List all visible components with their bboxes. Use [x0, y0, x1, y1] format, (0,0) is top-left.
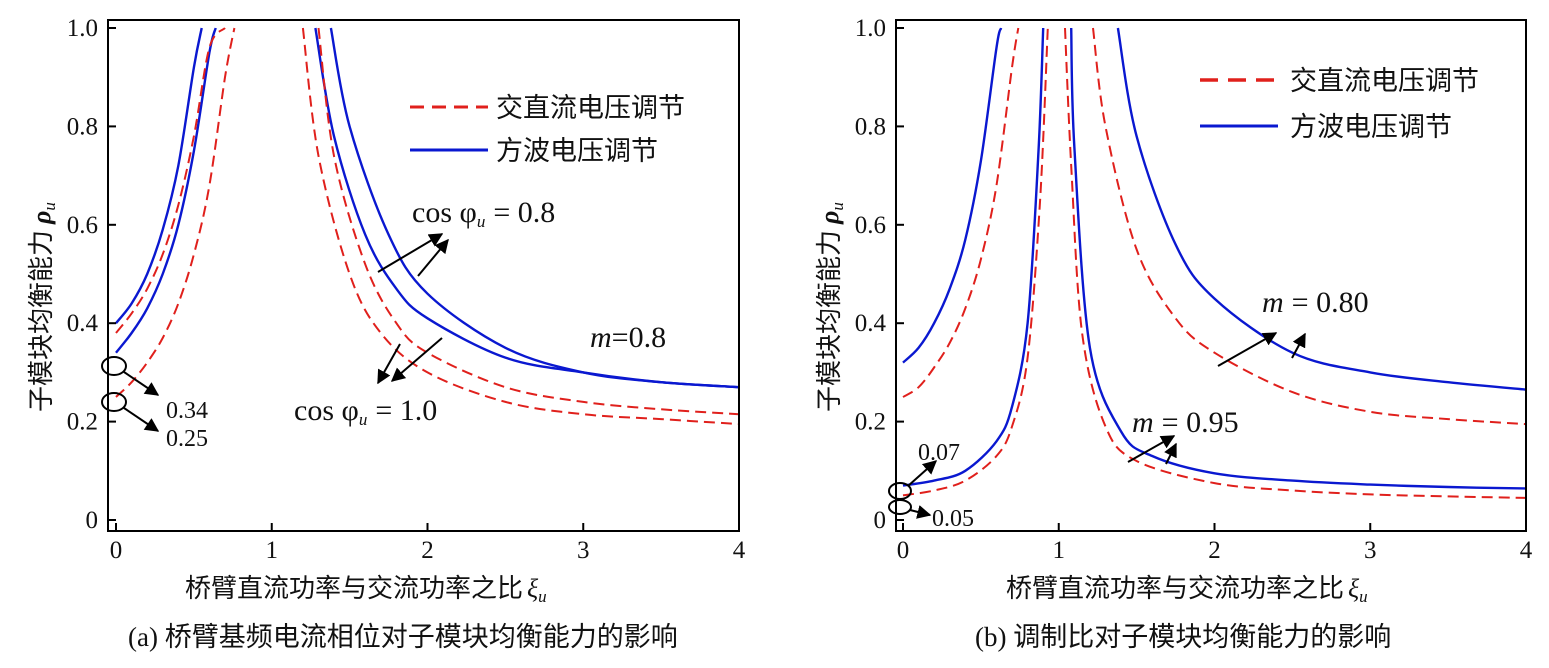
legend-label-acdc-a: 交直流电压调节 — [496, 93, 685, 123]
series-line-b-3-left — [902, 27, 1049, 497]
annotations-b: m = 0.80 m = 0.95 0.07 0.05 — [888, 286, 1369, 532]
annotation-cos-bottom: cos φu = 1.0 — [294, 394, 437, 429]
arrow-025 — [123, 407, 160, 432]
arrow-cos-top-1 — [377, 233, 444, 273]
legend-b: 交直流电压调节 方波电压调节 — [1200, 66, 1479, 142]
marker-ellipse-034 — [101, 356, 127, 376]
legend-a: 交直流电压调节 方波电压调节 — [410, 93, 685, 166]
x-tick-label-b-0: 0 — [897, 537, 910, 564]
annotation-m-a: m=0.8 — [590, 321, 666, 354]
marker-ellipse-025 — [101, 392, 127, 412]
annotations-a: cos φu = 0.8 cos φu = 1.0 m=0.8 0.34 0.25 — [101, 196, 666, 452]
arrow-007 — [907, 460, 938, 487]
y-tick-label-a-5: 1.0 — [67, 15, 98, 42]
series-line-b-2-right — [1070, 27, 1527, 490]
arrow-m080-2 — [1291, 332, 1306, 359]
series-line-b-1-right — [1092, 27, 1527, 426]
y-tick-label-b-1: 0.2 — [855, 409, 886, 436]
y-axis-label-b: 子模块均衡能力ρu — [815, 202, 847, 412]
arrow-m080-1 — [1217, 332, 1278, 367]
x-tick-label-b-1: 1 — [1053, 537, 1066, 564]
arrow-m095-2 — [1164, 442, 1177, 465]
legend-label-acdc-b: 交直流电压调节 — [1290, 66, 1479, 96]
x-tick-label-b-2: 2 — [1208, 537, 1221, 564]
series-line-a-0-left — [115, 27, 203, 324]
annotation-m-080: m = 0.80 — [1262, 286, 1369, 319]
series-line-a-1-left — [115, 27, 217, 354]
x-tick-label-b-3: 3 — [1364, 537, 1377, 564]
y-tick-label-a-1: 0.2 — [67, 409, 98, 436]
arrow-005 — [909, 505, 932, 519]
arrow-m095-1 — [1127, 435, 1176, 463]
series-line-b-2-left — [902, 27, 1045, 487]
arrow-cos-top-2 — [417, 238, 449, 277]
x-tick-label-a-3: 3 — [577, 537, 590, 564]
annotation-005: 0.05 — [932, 506, 974, 532]
annotation-cos-top: cos φu = 0.8 — [412, 196, 555, 231]
series-line-b-3-right — [1064, 27, 1527, 499]
y-ticks-a: 0 0.2 0.4 0.6 0.8 1.0 — [67, 15, 116, 534]
x-ticks-b: 0 1 2 3 4 — [897, 523, 1533, 564]
x-axis-label-a: 桥臂直流功率与交流功率之比 ξu — [185, 574, 547, 606]
y-axis-label-a: 子模块均衡能力ρu — [27, 202, 59, 412]
arrow-034 — [123, 371, 160, 396]
x-axis-label-b: 桥臂直流功率与交流功率之比 ξu — [1006, 574, 1368, 606]
chart-panel-a: 0 0.2 0.4 0.6 0.8 1.0 0 1 2 3 4 子模块均衡能力ρu 桥臂直流功率与… — [27, 15, 746, 652]
annotation-034: 0.34 — [166, 398, 208, 424]
x-tick-label-a-0: 0 — [110, 537, 123, 564]
arrow-cos-bottom-1 — [377, 343, 401, 385]
y-tick-label-a-4: 0.8 — [67, 113, 98, 140]
series-line-a-2-left — [115, 27, 226, 334]
y-tick-label-b-5: 1.0 — [855, 15, 886, 42]
annotation-m-095: m = 0.95 — [1132, 406, 1239, 439]
legend-label-square-b: 方波电压调节 — [1290, 112, 1452, 142]
caption-a: (a) 桥臂基频电流相位对子模块均衡能力的影响 — [128, 622, 678, 652]
y-tick-label-a-2: 0.4 — [67, 310, 99, 337]
series-line-a-3-right — [301, 27, 740, 426]
series-line-a-2-right — [317, 27, 740, 416]
marker-ellipse-005 — [888, 499, 912, 515]
y-tick-label-b-2: 0.4 — [855, 310, 887, 337]
y-tick-label-b-0: 0 — [874, 507, 887, 534]
y-ticks-b: 0 0.2 0.4 0.6 0.8 1.0 — [855, 15, 904, 534]
plot-frame-b — [895, 19, 1527, 532]
series-line-a-1-right — [314, 27, 740, 389]
series-line-b-0-left — [902, 27, 1003, 364]
x-tick-label-a-2: 2 — [421, 537, 434, 564]
annotation-007: 0.07 — [918, 440, 960, 466]
x-tick-label-a-1: 1 — [266, 537, 279, 564]
y-tick-label-b-3: 0.6 — [855, 212, 886, 239]
x-tick-label-a-4: 4 — [733, 537, 746, 564]
annotation-025: 0.25 — [166, 426, 208, 452]
legend-label-square-a: 方波电压调节 — [496, 136, 658, 166]
caption-b: (b) 调制比对子模块均衡能力的影响 — [975, 622, 1391, 652]
series-line-b-0-right — [1116, 27, 1527, 391]
y-tick-label-b-4: 0.8 — [855, 113, 886, 140]
x-tick-label-b-4: 4 — [1520, 537, 1533, 564]
arrow-cos-bottom-2 — [390, 337, 443, 382]
plot-frame-a — [107, 19, 740, 532]
y-tick-label-a-3: 0.6 — [67, 212, 98, 239]
y-tick-label-a-0: 0 — [86, 507, 99, 534]
plot-area-b — [902, 27, 1527, 499]
chart-panel-b: 0 0.2 0.4 0.6 0.8 1.0 0 1 2 3 4 子模块均衡能力ρu 桥臂直流功率与… — [815, 15, 1533, 652]
series-line-b-1-left — [902, 27, 1020, 398]
x-ticks-a: 0 1 2 3 4 — [110, 523, 746, 564]
plot-area-a — [115, 27, 740, 426]
series-line-a-3-left — [115, 27, 236, 398]
